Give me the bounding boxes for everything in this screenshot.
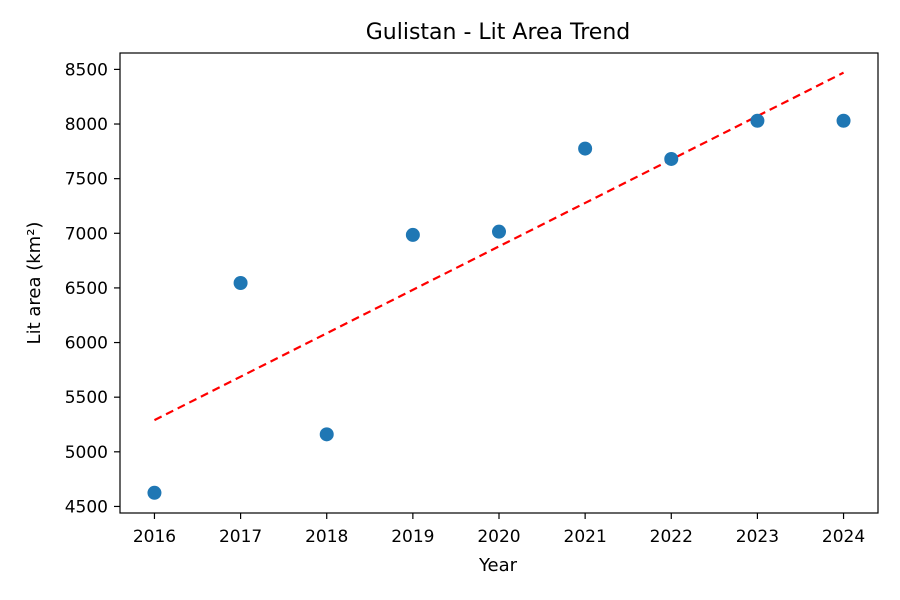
x-tick-label: 2020 xyxy=(477,527,520,547)
x-tick-label: 2019 xyxy=(391,527,434,547)
chart-title: Gulistan - Lit Area Trend xyxy=(366,20,630,45)
data-point xyxy=(750,113,765,128)
x-tick-label: 2017 xyxy=(219,527,262,547)
x-tick-label: 2024 xyxy=(822,527,865,547)
x-tick-label: 2021 xyxy=(564,527,607,547)
x-tick-label: 2022 xyxy=(650,527,693,547)
data-point xyxy=(836,113,851,128)
y-tick-label: 7500 xyxy=(65,170,108,190)
trend-line xyxy=(153,71,845,422)
data-point xyxy=(233,276,248,290)
y-axis-label: Lit area (km²) xyxy=(24,222,45,345)
x-tick-label: 2023 xyxy=(736,527,779,547)
y-tick-label: 8000 xyxy=(65,115,108,135)
x-tick-label: 2018 xyxy=(305,527,348,547)
data-point xyxy=(405,227,420,242)
y-tick-label: 5000 xyxy=(65,443,108,463)
data-point xyxy=(147,485,162,500)
data-series xyxy=(147,71,851,500)
y-tick-label: 5500 xyxy=(65,388,108,408)
y-tick-label: 6000 xyxy=(65,334,108,354)
x-axis-ticks: 2016 2017 2018 2019 2020 2021 2022 2023 2024 xyxy=(133,513,865,547)
x-tick-label: 2016 xyxy=(133,527,176,547)
x-axis-label: Year xyxy=(478,555,518,576)
y-tick-label: 7000 xyxy=(65,224,108,244)
y-tick-label: 6500 xyxy=(65,279,108,299)
y-axis-ticks: 4500 5000 5500 6000 6500 7000 7500 8000 8500 xyxy=(65,60,120,517)
data-point xyxy=(319,427,334,442)
data-point xyxy=(578,141,593,156)
data-point xyxy=(664,151,679,166)
y-tick-label: 4500 xyxy=(65,497,108,517)
data-point xyxy=(492,224,506,239)
y-tick-label: 8500 xyxy=(65,60,108,80)
